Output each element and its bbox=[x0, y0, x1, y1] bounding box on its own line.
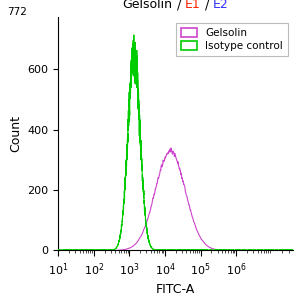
Legend: Gelsolin, Isotype control: Gelsolin, Isotype control bbox=[176, 23, 288, 56]
Text: E2: E2 bbox=[213, 0, 229, 12]
Text: 772: 772 bbox=[7, 7, 26, 17]
Y-axis label: Count: Count bbox=[9, 115, 22, 152]
X-axis label: FITC-A: FITC-A bbox=[156, 283, 195, 296]
Text: /: / bbox=[172, 0, 185, 12]
Text: Gelsolin: Gelsolin bbox=[123, 0, 172, 12]
Text: E1: E1 bbox=[185, 0, 201, 12]
Text: /: / bbox=[201, 0, 213, 12]
